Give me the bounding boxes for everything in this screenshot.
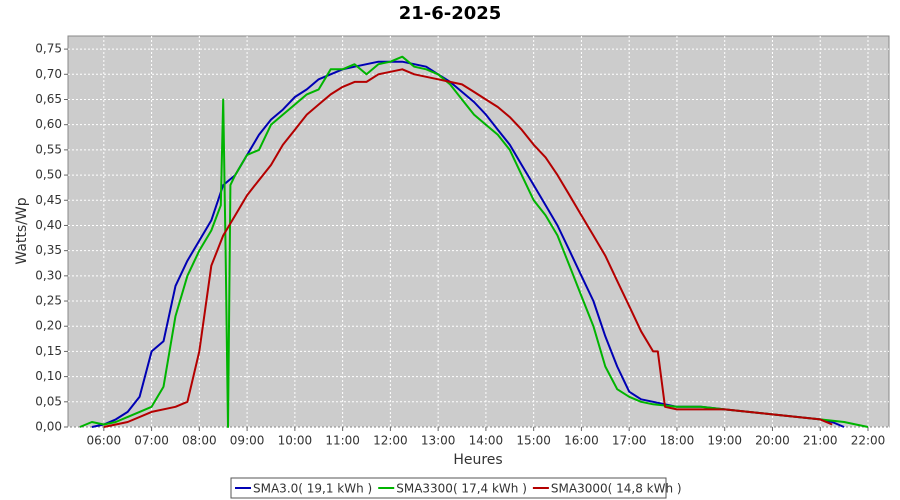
y-tick-label: 0,65 (35, 92, 62, 106)
x-tick-label: 07:00 (134, 434, 169, 448)
legend-label: SMA3000( 14,8 kWh ) (551, 482, 682, 496)
legend-label: SMA3.0( 19,1 kWh ) (253, 482, 372, 496)
y-tick-label: 0,75 (35, 42, 62, 56)
y-tick-label: 0,15 (35, 344, 62, 358)
y-tick-label: 0,10 (35, 369, 62, 383)
x-tick-label: 11:00 (325, 434, 360, 448)
x-tick-label: 10:00 (278, 434, 313, 448)
y-tick-label: 0,25 (35, 294, 62, 308)
y-axis-label: Watts/Wp (14, 197, 30, 264)
x-tick-label: 12:00 (373, 434, 408, 448)
x-tick-label: 17:00 (612, 434, 647, 448)
x-tick-label: 15:00 (516, 434, 551, 448)
x-tick-label: 09:00 (230, 434, 265, 448)
x-tick-label: 20:00 (755, 434, 790, 448)
chart-title: 21-6-2025 (399, 3, 502, 24)
y-tick-label: 0,30 (35, 268, 62, 282)
x-tick-label: 22:00 (851, 434, 886, 448)
series-line (91, 60, 845, 428)
y-tick-label: 0,55 (35, 142, 62, 156)
y-tick-label: 0,05 (35, 394, 62, 408)
x-tick-label: 19:00 (707, 434, 742, 448)
y-tick-label: 0,40 (35, 218, 62, 232)
legend (230, 477, 667, 499)
x-tick-label: 06:00 (87, 434, 122, 448)
y-tick-label: 0,35 (35, 243, 62, 257)
x-tick-label: 14:00 (469, 434, 504, 448)
y-tick-label: 0,20 (35, 319, 62, 333)
series-line (79, 55, 869, 428)
x-tick-label: 08:00 (182, 434, 217, 448)
y-tick-label: 0,60 (35, 117, 62, 131)
x-axis-label: Heures (453, 452, 502, 468)
legend-label: SMA3300( 17,4 kWh ) (396, 482, 527, 496)
series-line (103, 68, 833, 428)
x-tick-label: 18:00 (660, 434, 695, 448)
x-tick-label: 21:00 (803, 434, 838, 448)
y-tick-label: 0,45 (35, 193, 62, 207)
y-tick-label: 0,00 (35, 420, 62, 434)
x-tick-label: 13:00 (421, 434, 456, 448)
y-tick-label: 0,70 (35, 67, 62, 81)
x-tick-label: 16:00 (564, 434, 599, 448)
y-tick-label: 0,50 (35, 168, 62, 182)
